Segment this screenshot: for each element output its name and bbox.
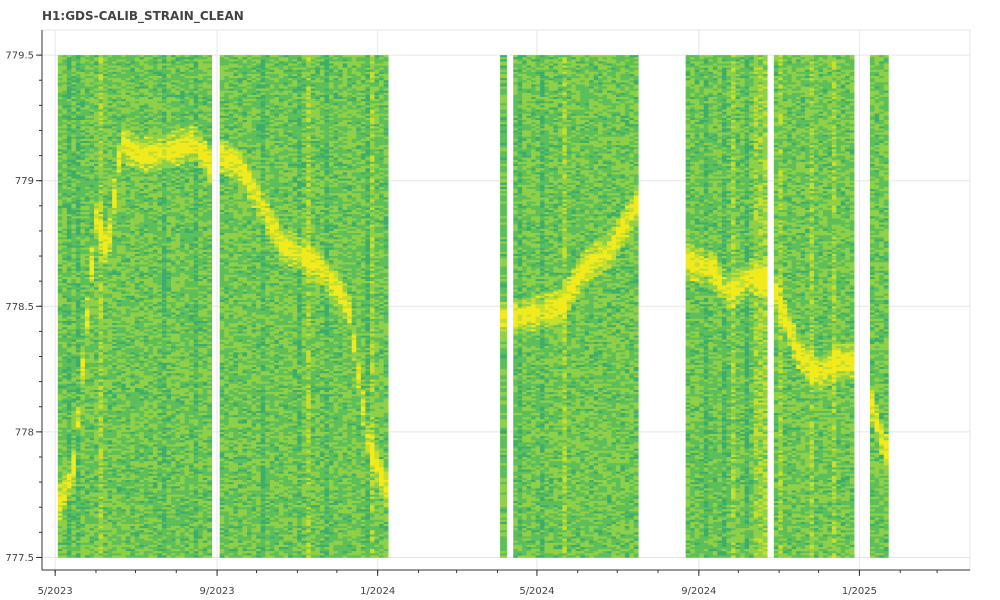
x-tick-label: 1/2025 — [842, 586, 877, 597]
heatmap-segment — [500, 55, 507, 558]
heatmap-segment — [870, 55, 889, 558]
x-tick-label: 5/2024 — [519, 586, 554, 597]
x-tick-label: 9/2023 — [199, 586, 234, 597]
x-tick-label: 1/2024 — [360, 586, 395, 597]
x-tick-label: 9/2024 — [681, 586, 716, 597]
y-tick-label: 779 — [15, 176, 34, 187]
heatmap-segment — [774, 55, 855, 558]
heatmap-segment — [58, 55, 212, 558]
y-tick-label: 777.5 — [5, 553, 34, 564]
heatmap-segment — [513, 55, 638, 558]
heatmap-segment — [686, 55, 768, 558]
y-tick-label: 779.5 — [5, 51, 34, 62]
heatmap-segment — [220, 55, 389, 558]
x-tick-label: 5/2023 — [38, 586, 73, 597]
y-tick-label: 778 — [15, 427, 34, 438]
y-tick-label: 778.5 — [5, 302, 34, 313]
